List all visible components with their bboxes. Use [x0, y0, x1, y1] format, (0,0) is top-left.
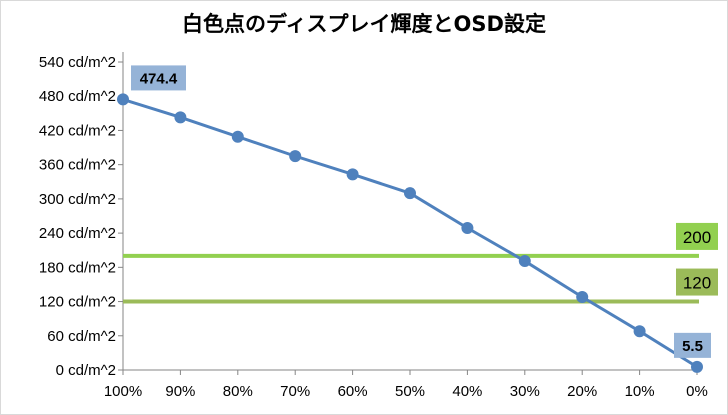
- data-label: 5.5: [682, 338, 703, 355]
- x-tick-label: 100%: [104, 383, 142, 400]
- y-tick-label: 180 cd/m^2: [39, 259, 116, 276]
- y-tick-label: 540 cd/m^2: [39, 54, 116, 71]
- data-point: [518, 255, 531, 268]
- y-tick-label: 120 cd/m^2: [39, 294, 116, 311]
- data-point: [633, 325, 646, 338]
- x-tick-label: 0%: [686, 383, 708, 400]
- data-point: [404, 187, 416, 200]
- x-tick-label: 30%: [510, 383, 540, 400]
- data-point: [346, 168, 359, 181]
- y-tick-label: 300 cd/m^2: [39, 191, 116, 208]
- x-tick-label: 50%: [395, 383, 425, 400]
- data-point: [576, 290, 589, 303]
- y-tick-label: 420 cd/m^2: [39, 122, 116, 139]
- data-point: [461, 221, 474, 234]
- reference-label-box: [676, 222, 718, 250]
- series-line: [122, 97, 698, 369]
- axes: 0 cd/m^2 60 cd/m^2 120 cd/m^2 180 cd/m^2 240…: [39, 52, 708, 400]
- y-tick-label: 240 cd/m^2: [39, 225, 116, 242]
- reference-lines: 200 120: [123, 222, 718, 304]
- x-tick-label: 70%: [280, 383, 310, 400]
- data-label-box: [131, 65, 186, 91]
- y-tick-label: 60 cd/m^2: [47, 328, 116, 345]
- x-tick-label: 60%: [338, 383, 368, 400]
- data-labels: 474.4 5.5: [131, 65, 711, 358]
- data-point: [117, 93, 129, 106]
- data-label: 474.4: [140, 70, 178, 87]
- reference-label-box: [676, 268, 718, 296]
- chart-title: 白色点のディスプレイ輝度とOSD設定: [182, 12, 546, 36]
- x-tick-label: 90%: [165, 383, 195, 400]
- data-point: [691, 360, 703, 373]
- y-tick-label: 480 cd/m^2: [39, 88, 116, 105]
- y-tick-label: 0 cd/m^2: [56, 362, 116, 379]
- x-tick-label: 40%: [452, 383, 482, 400]
- data-point: [289, 150, 302, 163]
- x-tick-label: 10%: [625, 383, 655, 400]
- reference-label-200: 200: [683, 228, 711, 247]
- data-point: [231, 130, 244, 143]
- data-point: [174, 111, 187, 124]
- data-label-box: [674, 332, 711, 358]
- series: [117, 93, 703, 373]
- y-tick-label: 360 cd/m^2: [39, 157, 116, 174]
- x-tick-label: 20%: [567, 383, 597, 400]
- reference-label-120: 120: [683, 274, 711, 293]
- x-tick-label: 80%: [223, 383, 253, 400]
